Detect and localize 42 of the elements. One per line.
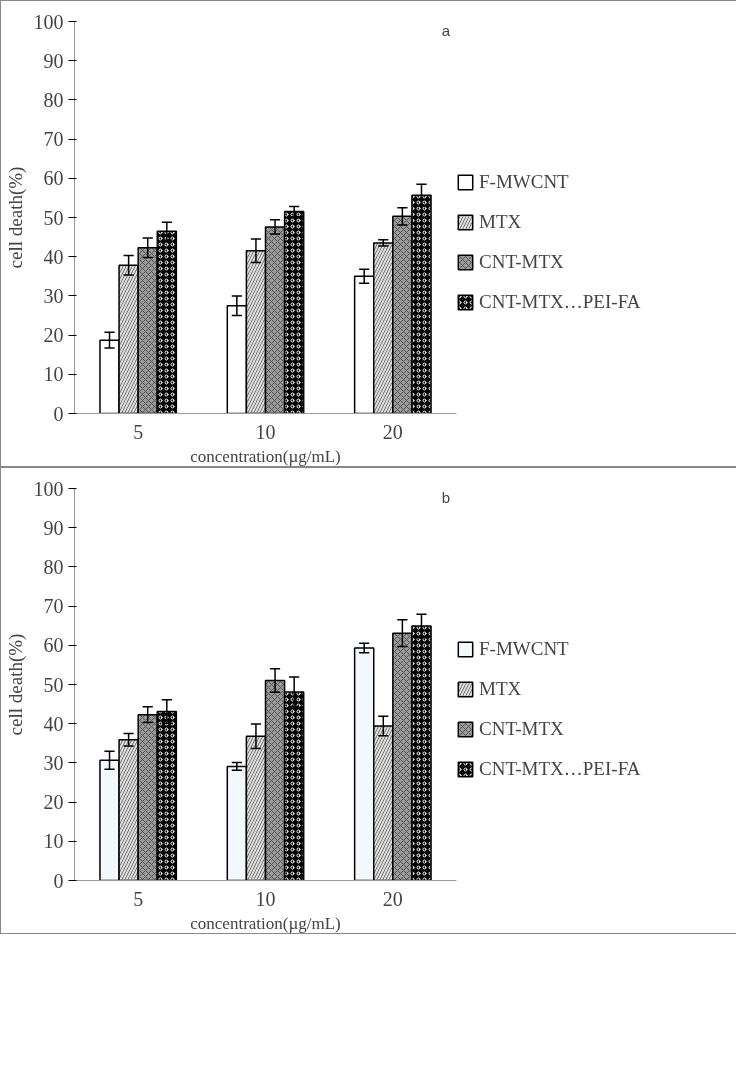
y-tick-label: 100: [33, 477, 64, 500]
y-tick-label: 60: [43, 167, 64, 190]
y-tick-label: 70: [43, 595, 64, 618]
x-tick-label: 20: [382, 420, 403, 443]
y-tick-label: 100: [33, 10, 64, 33]
x-tick-label: 10: [255, 887, 276, 910]
y-tick-label: 20: [43, 791, 64, 814]
x-axis-title: concentration(µg/mL): [190, 446, 341, 466]
y-tick-label: 70: [43, 128, 64, 151]
y-axis-title: cell death(%): [4, 166, 27, 269]
x-axis-title: concentration(µg/mL): [190, 913, 341, 933]
y-tick-label: 0: [53, 402, 64, 425]
y-tick-label: 60: [43, 634, 64, 657]
y-tick-label: 20: [43, 324, 64, 347]
legend-label: MTX: [479, 211, 522, 233]
legend-label: F-MWCNT: [479, 638, 569, 660]
y-axis-title: cell death(%): [4, 633, 27, 736]
x-tick-label: 5: [133, 420, 144, 443]
y-tick-label: 90: [43, 49, 64, 72]
legend-label: CNT-MTX: [479, 718, 564, 740]
y-tick-label: 50: [43, 673, 64, 696]
legend-label: CNT-MTX…PEI-FA: [479, 291, 641, 313]
y-tick-label: 80: [43, 555, 64, 578]
y-tick-label: 40: [43, 245, 64, 268]
y-tick-label: 0: [53, 869, 64, 892]
annotation: a: [441, 21, 451, 39]
annotation: b: [441, 488, 451, 506]
y-tick-label: 50: [43, 206, 64, 229]
y-tick-label: 80: [43, 88, 64, 111]
legend-label: F-MWCNT: [479, 171, 569, 193]
x-tick-label: 10: [255, 420, 276, 443]
y-tick-label: 10: [43, 363, 64, 386]
y-tick-label: 10: [43, 830, 64, 853]
y-tick-label: 30: [43, 751, 64, 774]
legend-label: CNT-MTX: [479, 251, 564, 273]
legend-label: MTX: [479, 678, 522, 700]
y-tick-label: 40: [43, 712, 64, 735]
x-tick-label: 5: [133, 887, 144, 910]
y-tick-label: 90: [43, 516, 64, 539]
x-tick-label: 20: [382, 887, 403, 910]
legend-label: CNT-MTX…PEI-FA: [479, 758, 641, 780]
y-tick-label: 30: [43, 284, 64, 307]
